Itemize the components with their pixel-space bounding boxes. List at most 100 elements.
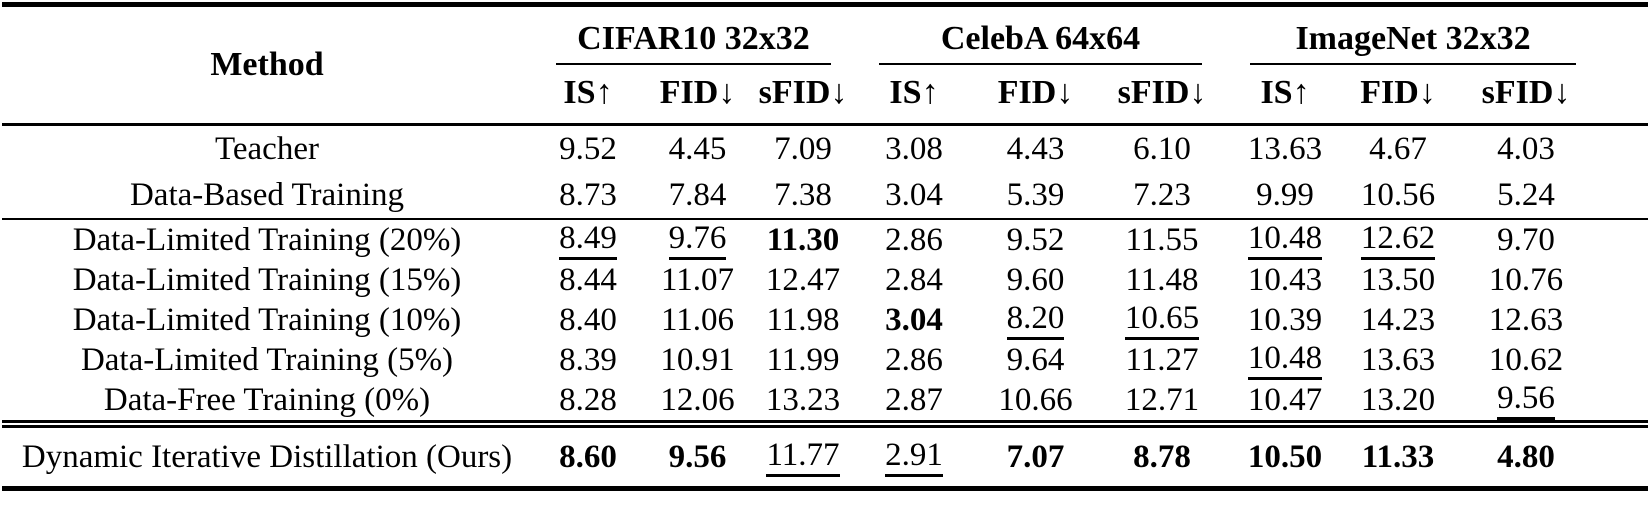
- metric-value: 11.48: [1125, 261, 1199, 298]
- metric-value: 8.39: [559, 341, 617, 378]
- value-cell: 14.23: [1344, 300, 1452, 340]
- metric-value: 8.78: [1133, 438, 1191, 475]
- value-cell: 5.24: [1452, 172, 1600, 219]
- metric-header-is: IS↑: [1226, 65, 1345, 126]
- metric-value: 8.28: [559, 381, 617, 418]
- metric-value: 13.20: [1360, 381, 1436, 418]
- metric-value: 12.62: [1360, 221, 1436, 260]
- metric-value: 12.63: [1488, 301, 1564, 338]
- metric-value: 4.67: [1369, 130, 1427, 167]
- metric-value: 11.27: [1125, 341, 1199, 378]
- value-cell: 7.07: [973, 420, 1098, 489]
- metric-value: 13.63: [1360, 341, 1436, 378]
- value-cell: 8.49: [532, 218, 644, 260]
- value-cell: 10.48: [1226, 340, 1344, 380]
- value-cell: 9.70: [1452, 218, 1601, 260]
- metric-value: 4.43: [1006, 130, 1065, 167]
- method-column-header: Method: [2, 4, 532, 126]
- value-cell: 4.45: [644, 125, 751, 173]
- metric-value: 9.56: [668, 438, 727, 475]
- metric-value: 8.20: [1006, 301, 1065, 340]
- value-cell: 9.76: [644, 218, 751, 260]
- value-cell: 10.62: [1452, 340, 1600, 380]
- value-cell: 9.99: [1226, 172, 1344, 219]
- metric-value: 9.56: [1497, 381, 1555, 420]
- table-row: Data-Limited Training (20%) 8.49 9.76 11.30…: [2, 218, 1648, 260]
- metric-value: 9.52: [559, 130, 617, 167]
- metric-value: 11.98: [766, 301, 840, 338]
- spacer-cell: [1600, 380, 1648, 424]
- metric-value: 2.86: [885, 221, 943, 258]
- value-cell: 9.60: [973, 260, 1098, 300]
- value-cell: 13.23: [751, 380, 855, 424]
- metric-value: 12.71: [1124, 381, 1200, 418]
- table-row: Data-Based Training 8.73 7.84 7.38 3.04 5.39 7…: [2, 172, 1648, 219]
- value-cell: 11.77: [751, 420, 855, 489]
- metric-value: 8.49: [559, 221, 617, 260]
- metric-value: 7.23: [1133, 176, 1191, 213]
- value-cell: 8.39: [532, 340, 644, 380]
- value-cell: 11.48: [1098, 260, 1226, 300]
- value-cell: 12.62: [1344, 218, 1453, 260]
- value-cell: 6.10: [1098, 125, 1226, 173]
- value-cell: 3.04: [855, 172, 973, 219]
- value-cell: 9.52: [973, 218, 1098, 260]
- value-cell: 4.67: [1344, 125, 1452, 173]
- spacer-cell: [1600, 172, 1648, 219]
- metric-value: 9.70: [1497, 221, 1555, 258]
- value-cell: 11.98: [751, 300, 855, 340]
- spacer-cell: [1600, 218, 1648, 260]
- value-cell: 8.28: [532, 380, 644, 424]
- value-cell: 8.40: [532, 300, 644, 340]
- value-cell: 12.06: [644, 380, 751, 424]
- value-cell: 11.33: [1344, 420, 1453, 489]
- value-cell: 10.50: [1226, 420, 1345, 489]
- value-cell: 10.56: [1344, 172, 1452, 219]
- value-cell: 10.91: [644, 340, 751, 380]
- value-cell: 10.48: [1226, 218, 1345, 260]
- metric-value: 4.03: [1497, 130, 1555, 167]
- value-cell: 13.63: [1344, 340, 1452, 380]
- metric-value: 2.87: [885, 381, 943, 418]
- metric-header-sfid: sFID↓: [1452, 65, 1601, 126]
- metric-value: 2.91: [885, 438, 943, 477]
- value-cell: 11.07: [644, 260, 751, 300]
- metric-value: 10.65: [1124, 301, 1200, 340]
- metric-value: 2.86: [885, 341, 943, 378]
- value-cell: 11.99: [751, 340, 855, 380]
- metric-value: 11.07: [660, 261, 735, 298]
- metric-header-fid: FID↓: [973, 65, 1098, 126]
- metric-value: 4.45: [668, 130, 727, 167]
- value-cell: 8.44: [532, 260, 644, 300]
- metric-value: 9.99: [1256, 176, 1314, 213]
- spacer-cell: [1600, 260, 1648, 300]
- table-row: Data-Free Training (0%) 8.28 12.06 13.23 2.8…: [2, 380, 1648, 424]
- metric-value: 11.06: [660, 301, 735, 338]
- value-cell: 13.63: [1226, 125, 1344, 173]
- method-cell: Data-Limited Training (20%): [2, 218, 532, 260]
- method-cell: Data-Free Training (0%): [103, 381, 431, 418]
- dataset-group-row: Method CIFAR10 32x32 CelebA 64x64 ImageN…: [2, 4, 1648, 126]
- metric-value: 10.62: [1488, 341, 1564, 378]
- value-cell: 8.73: [532, 172, 644, 219]
- value-cell: 7.09: [751, 125, 855, 173]
- value-cell: 2.87: [855, 380, 973, 424]
- value-cell: 12.71: [1098, 380, 1226, 424]
- method-cell: Teacher: [215, 130, 319, 167]
- metric-value: 11.30: [766, 221, 840, 258]
- group-label-celeba: CelebA 64x64: [879, 7, 1203, 65]
- value-cell: 4.43: [973, 125, 1098, 173]
- value-cell: 8.60: [532, 420, 644, 489]
- spacer-header: [1600, 4, 1648, 126]
- metric-value: 3.08: [885, 130, 943, 167]
- value-cell: 3.08: [855, 125, 973, 173]
- metric-value: 13.63: [1247, 130, 1323, 167]
- group-header-celeba: CelebA 64x64: [855, 5, 1226, 65]
- metric-value: 10.56: [1360, 176, 1436, 213]
- value-cell: 8.78: [1098, 420, 1227, 489]
- metric-value: 11.77: [766, 438, 840, 477]
- metric-value: 12.06: [660, 381, 735, 418]
- method-cell: Data-Limited Training (15%): [72, 261, 462, 298]
- value-cell: 10.66: [973, 380, 1098, 424]
